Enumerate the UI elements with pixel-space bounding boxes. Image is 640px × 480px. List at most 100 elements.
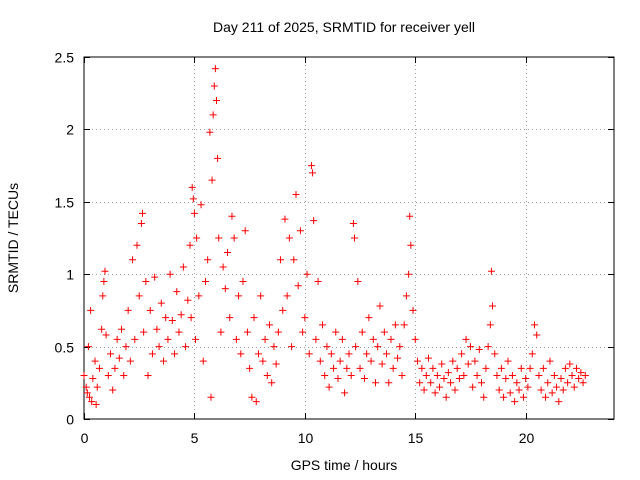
data-point: [504, 357, 512, 365]
data-point: [544, 379, 552, 387]
data-point: [283, 292, 291, 300]
data-point: [436, 383, 444, 391]
data-point: [263, 372, 271, 380]
data-point: [104, 372, 112, 380]
data-point: [442, 393, 450, 401]
data-point: [188, 183, 196, 191]
data-point: [285, 234, 293, 242]
data-point: [356, 364, 364, 372]
data-point: [360, 374, 368, 382]
data-point: [228, 212, 236, 220]
data-point: [89, 374, 97, 382]
y-tick-label: 0: [66, 412, 74, 428]
data-point: [482, 364, 490, 372]
data-point: [204, 256, 212, 264]
data-point: [144, 372, 152, 380]
data-point: [312, 335, 320, 343]
data-point: [207, 393, 215, 401]
y-tick-label: 2: [66, 122, 74, 138]
data-point: [429, 364, 437, 372]
data-point: [553, 383, 561, 391]
data-point: [99, 292, 107, 300]
data-point: [506, 389, 514, 397]
data-point: [517, 364, 525, 372]
data-point: [341, 389, 349, 397]
data-point: [352, 343, 360, 351]
data-point: [115, 354, 123, 362]
data-point: [206, 128, 214, 136]
data-point: [528, 350, 536, 358]
data-point: [237, 350, 245, 358]
data-point: [219, 263, 227, 271]
data-point: [301, 314, 309, 322]
data-point: [327, 350, 335, 358]
data-point: [447, 379, 455, 387]
data-point: [572, 364, 580, 372]
data-point: [321, 372, 329, 380]
data-point: [332, 328, 340, 336]
data-point: [310, 217, 318, 225]
data-point: [405, 270, 413, 278]
data-point: [113, 335, 121, 343]
data-point: [82, 383, 90, 391]
data-point: [365, 314, 373, 322]
data-point: [508, 372, 516, 380]
data-point: [564, 379, 572, 387]
data-point: [542, 393, 550, 401]
data-point: [453, 364, 461, 372]
data-point: [186, 241, 194, 249]
data-point: [232, 335, 240, 343]
data-point: [266, 321, 273, 329]
data-point: [550, 372, 558, 380]
data-point: [87, 306, 95, 314]
data-point: [314, 277, 322, 285]
data-point: [91, 357, 99, 365]
data-point: [88, 398, 96, 406]
data-point: [290, 256, 298, 264]
data-point: [184, 296, 192, 304]
data-point: [548, 389, 556, 397]
data-point: [319, 321, 326, 329]
data-point: [268, 379, 276, 387]
data-point: [250, 314, 258, 322]
data-point: [489, 302, 497, 310]
data-point: [139, 209, 147, 217]
data-point: [519, 393, 527, 401]
data-point: [303, 270, 311, 278]
data-point: [193, 234, 201, 242]
data-point: [243, 328, 251, 336]
data-point: [309, 169, 317, 177]
data-point: [93, 383, 101, 391]
data-point: [487, 267, 495, 275]
data-point: [175, 328, 183, 336]
data-point: [187, 314, 195, 322]
data-point: [210, 82, 218, 90]
data-point: [270, 343, 278, 351]
data-point: [471, 357, 479, 365]
data-point: [484, 343, 492, 351]
data-point: [535, 372, 543, 380]
data-point: [182, 343, 190, 351]
data-point: [363, 350, 371, 358]
data-point: [568, 372, 576, 380]
data-point: [124, 306, 132, 314]
data-point: [351, 234, 359, 242]
data-point: [336, 357, 344, 365]
y-tick-label: 0.5: [55, 340, 75, 356]
data-point: [451, 386, 459, 394]
data-point: [533, 331, 541, 339]
data-point: [402, 292, 410, 300]
data-point: [217, 328, 225, 336]
data-point: [199, 357, 207, 365]
data-point: [294, 282, 302, 290]
data-point: [179, 263, 187, 271]
data-point: [480, 393, 488, 401]
data-point: [288, 343, 296, 351]
data-point: [84, 343, 92, 351]
data-point: [272, 360, 280, 368]
data-point: [449, 357, 457, 365]
data-point: [296, 227, 304, 235]
data-point: [83, 389, 91, 397]
data-point: [208, 176, 216, 184]
data-point: [164, 335, 172, 343]
